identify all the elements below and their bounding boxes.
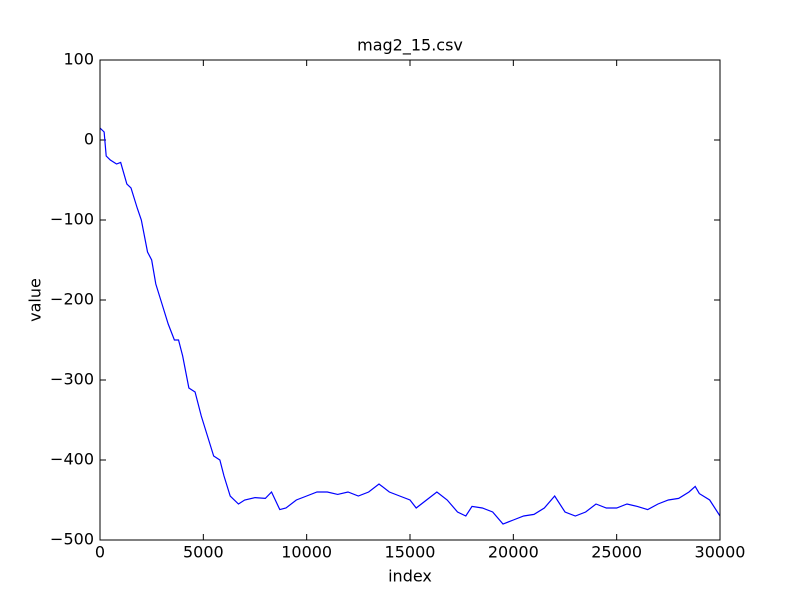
x-tick-label: 20000 <box>488 543 539 562</box>
x-tick-label: 30000 <box>695 543 746 562</box>
y-axis-label: value <box>26 278 45 322</box>
data-line <box>99 127 721 525</box>
y-tick-label: −400 <box>50 450 94 469</box>
y-tick-label: −100 <box>50 210 94 229</box>
y-tick-label: 100 <box>63 50 94 69</box>
y-tick-label: −300 <box>50 370 94 389</box>
x-tick-label: 25000 <box>591 543 642 562</box>
y-tick-label: 0 <box>84 130 94 149</box>
x-tick-label: 5000 <box>183 543 224 562</box>
y-tick-label: −200 <box>50 290 94 309</box>
x-axis-label: index <box>388 567 432 586</box>
y-tick-label: −500 <box>50 530 94 549</box>
chart-title: mag2_15.csv <box>357 36 463 56</box>
x-tick-label: 15000 <box>385 543 436 562</box>
x-tick-label: 0 <box>95 543 105 562</box>
plot-frame <box>99 59 721 541</box>
x-tick-label: 10000 <box>281 543 332 562</box>
